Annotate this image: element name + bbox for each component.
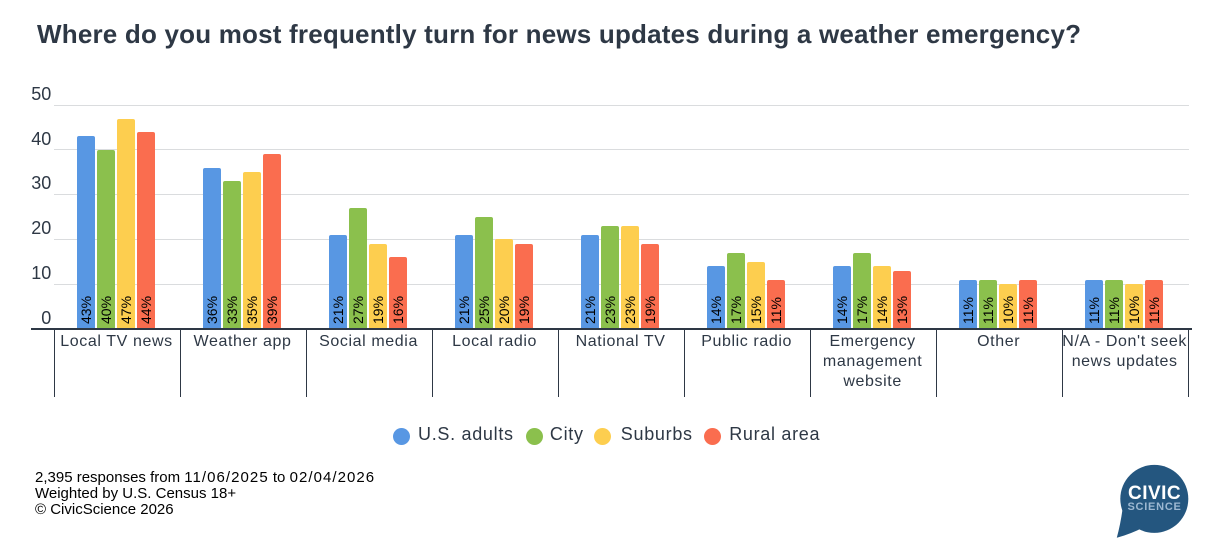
svg-text:CIVIC: CIVIC (1128, 483, 1181, 504)
svg-text:SCIENCE: SCIENCE (1127, 501, 1181, 513)
